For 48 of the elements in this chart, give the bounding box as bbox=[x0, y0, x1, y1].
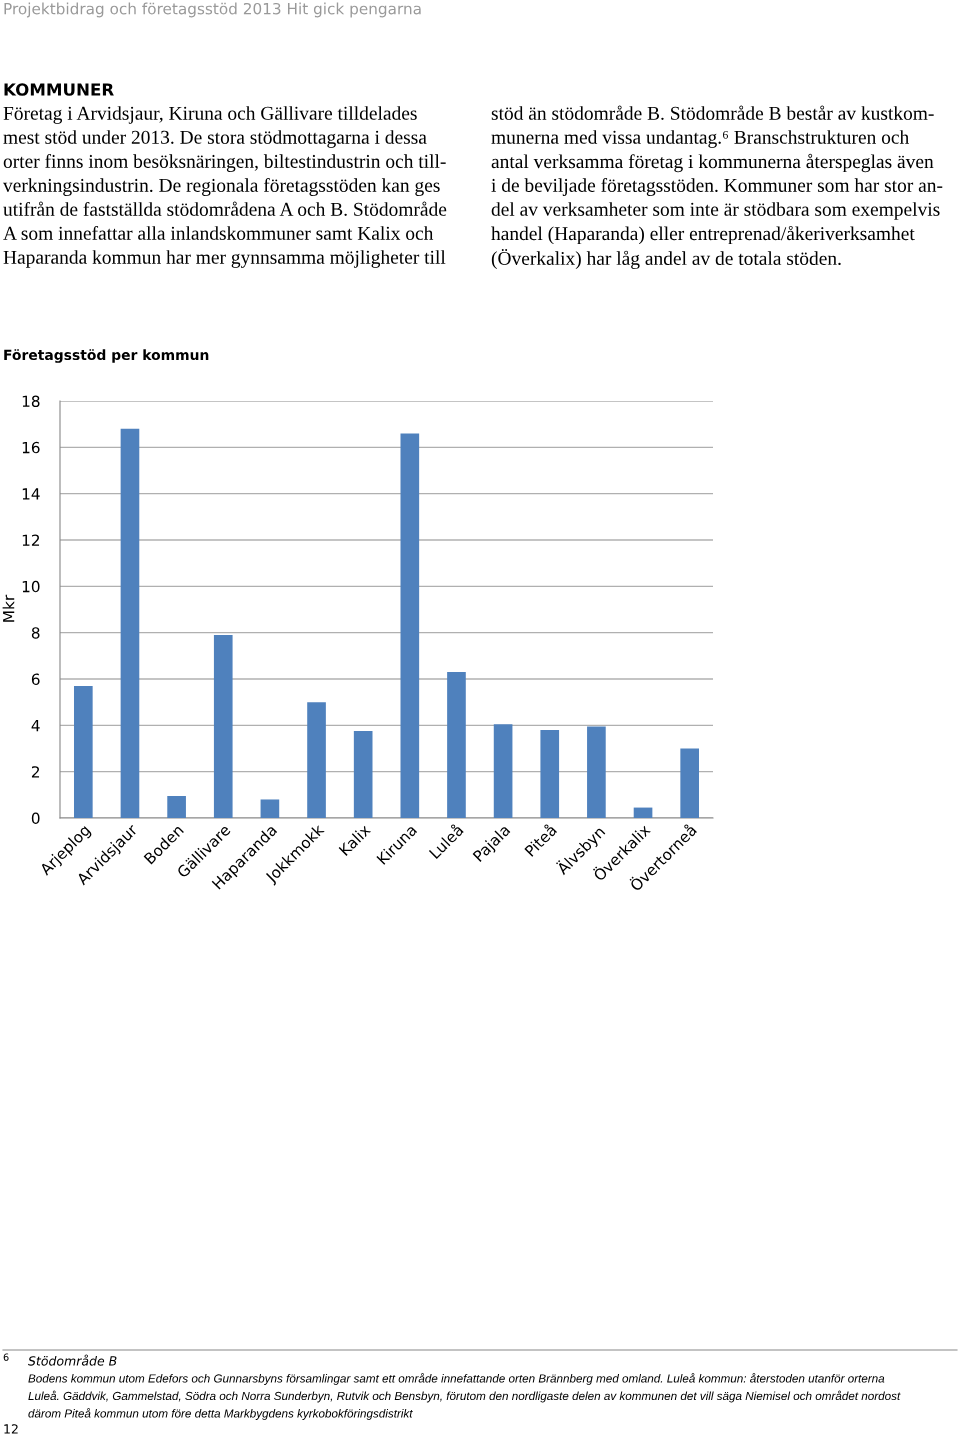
bar bbox=[213, 634, 233, 818]
bar bbox=[400, 433, 420, 818]
y-tick-label: 2 bbox=[31, 766, 40, 778]
text: del av verksamheter som inte är stödbara som exempelvis bbox=[491, 202, 940, 220]
text: (Överkalix) har låg andel av de totala stöden. bbox=[491, 249, 841, 269]
bar bbox=[260, 799, 280, 818]
bar bbox=[307, 702, 326, 818]
text: mest stöd under 2013. De stora stödmottagarna i dessa bbox=[3, 130, 427, 148]
text: Bodens kommun utom Edefors och Gunnarsbyns församlingar samt ett område innefattande orten Brännberg med omland. Luleå kommun: återstoden utanför orterna bbox=[28, 1373, 885, 1385]
bar bbox=[587, 726, 606, 818]
bar bbox=[493, 724, 513, 818]
bar bbox=[680, 748, 700, 818]
y-axis-title: Mkr bbox=[2, 594, 15, 622]
bar bbox=[540, 729, 560, 818]
y-tick-label: 4 bbox=[31, 720, 40, 732]
y-tick-label: 18 bbox=[22, 395, 40, 408]
text: Stödområde B bbox=[28, 1354, 117, 1366]
text: utifrån de fastställda stödområdena A och B. Stödområde bbox=[3, 201, 447, 216]
bar bbox=[353, 731, 373, 818]
text: handel (Haparanda) eller entreprenad/åkeriverksamhet bbox=[491, 225, 915, 245]
text: Projektbidrag och företagsstöd 2013 Hit gick pengarna bbox=[4, 2, 421, 18]
text: stöd än stödområde B. Stödområde B består av kustkom- bbox=[491, 105, 934, 120]
bar bbox=[167, 795, 186, 818]
y-tick-label: 14 bbox=[22, 488, 40, 500]
bar bbox=[447, 672, 466, 818]
text: Företag i Arvidsjaur, Kiruna och Gällivare tilldelades bbox=[3, 106, 417, 124]
text: därom Piteå kommun utom före detta Markbygdens kyrkobokföringsdistrikt bbox=[28, 1408, 413, 1420]
y-tick-label: 12 bbox=[22, 534, 40, 546]
text: 12 bbox=[4, 1424, 18, 1434]
text: 6 bbox=[3, 1353, 9, 1361]
chart-title: Företagsstöd per kommun bbox=[4, 349, 209, 363]
y-tick-label: 0 bbox=[31, 812, 40, 825]
text: orter finns inom besöksnäringen, biltestindustrin och till- bbox=[3, 154, 446, 172]
text: Luleå. Gäddvik, Gammelstad, Södra och Norra Sunderbyn, Rutvik och Bensbyn, förutom den nordligaste delen av kommunen det vill säga Niemisel och området nordost bbox=[28, 1390, 901, 1403]
text: KOMMUNER bbox=[4, 83, 114, 96]
bar bbox=[73, 685, 93, 818]
text: antal verksamma företag i kommunerna återspeglas även bbox=[491, 153, 934, 173]
text: munerna med vissa undantag.⁶ Branschstrukturen och bbox=[491, 130, 909, 148]
bar bbox=[633, 807, 653, 818]
text: A som innefattar alla inlandskommuner samt Kalix och bbox=[3, 225, 434, 240]
y-tick-label: 10 bbox=[22, 580, 40, 593]
bar bbox=[120, 428, 140, 818]
text: Haparanda kommun har mer gynnsamma möjligheter till bbox=[3, 250, 446, 268]
text: i de beviljade företagsstöden. Kommuner som har stor an- bbox=[491, 178, 943, 196]
y-tick-label: 8 bbox=[31, 627, 40, 639]
y-tick-label: 6 bbox=[31, 673, 40, 686]
text: verkningsindustrin. De regionala företagsstöden kan ges bbox=[3, 178, 440, 196]
y-tick-label: 16 bbox=[22, 441, 40, 454]
